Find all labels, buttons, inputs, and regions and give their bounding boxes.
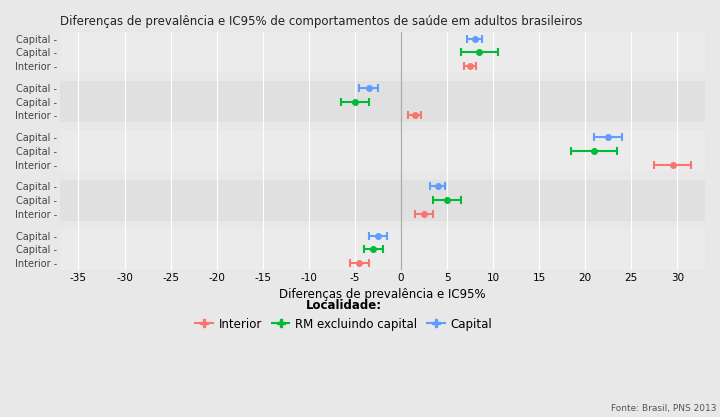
Bar (60, 180, 705, 221)
Bar (60, 32, 705, 73)
Bar (60, 131, 705, 171)
Bar (60, 73, 705, 81)
Bar (60, 171, 705, 180)
Text: Diferenças de prevalência e IC95% de comportamentos de saúde em adultos brasilei: Diferenças de prevalência e IC95% de com… (60, 15, 582, 28)
Bar (60, 122, 705, 131)
Bar (60, 81, 705, 122)
Bar (60, 221, 705, 229)
Text: Fonte: Brasil, PNS 2013: Fonte: Brasil, PNS 2013 (611, 404, 716, 413)
Bar (60, 229, 705, 270)
Legend: Interior, RM excluindo capital, Capital: Interior, RM excluindo capital, Capital (191, 294, 497, 335)
X-axis label: Diferenças de prevalência e IC95%: Diferenças de prevalência e IC95% (279, 288, 486, 301)
